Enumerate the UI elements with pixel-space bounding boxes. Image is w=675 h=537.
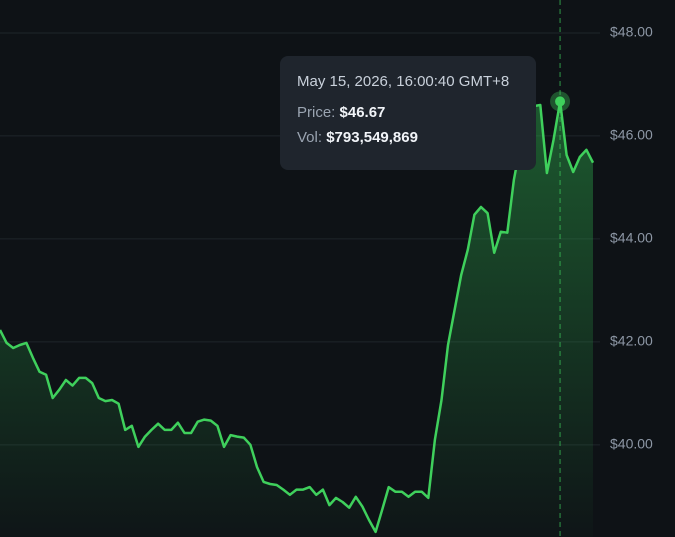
price-label: Price:	[297, 104, 336, 121]
tooltip-price: Price: $46.67	[297, 105, 519, 120]
price-value: $46.67	[339, 104, 386, 121]
tooltip-vol: Vol: $793,549,869	[297, 130, 519, 145]
tooltip: May 15, 2026, 16:00:40 GMT+8 Price: $46.…	[280, 56, 536, 170]
y-tick-label: $44.00	[610, 230, 653, 246]
y-tick-label: $46.00	[610, 127, 653, 143]
price-line	[0, 100, 595, 534]
y-tick-label: $48.00	[610, 24, 653, 40]
hover-point	[555, 96, 566, 107]
y-tick-label: $42.00	[610, 333, 653, 349]
vol-value: $793,549,869	[326, 129, 418, 146]
y-tick-label: $40.00	[610, 436, 653, 452]
vol-label: Vol:	[297, 129, 323, 146]
tooltip-time: May 15, 2026, 16:00:40 GMT+8	[297, 73, 510, 90]
area	[0, 101, 593, 537]
